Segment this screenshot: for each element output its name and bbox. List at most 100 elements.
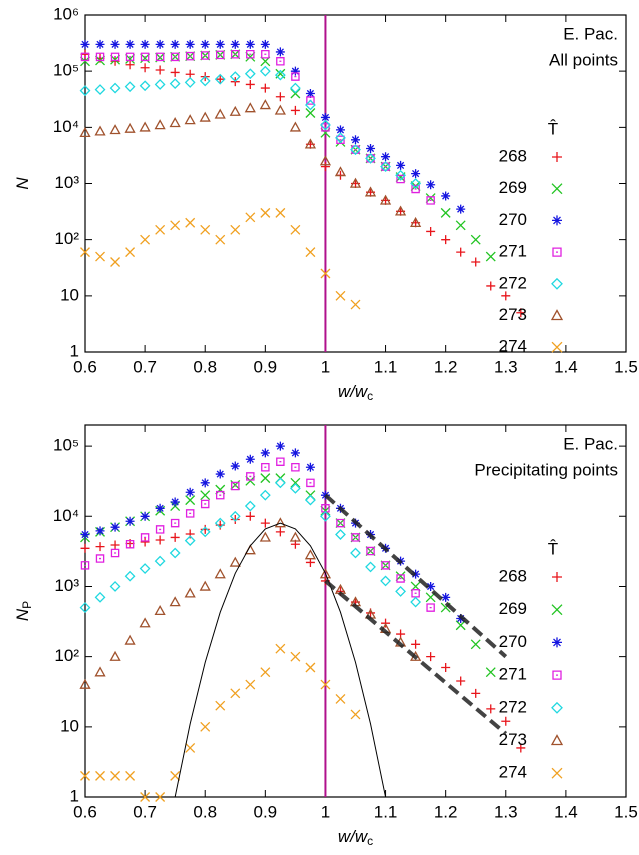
y-tick-label: 10⁴ xyxy=(53,117,79,136)
y-axis-label-main: N xyxy=(13,608,32,621)
data-point xyxy=(410,216,422,228)
x-tick-label: 0.9 xyxy=(254,357,278,376)
data-point xyxy=(200,224,211,235)
data-point xyxy=(441,235,451,245)
data-point xyxy=(274,477,286,489)
data-point xyxy=(125,516,135,526)
data-point xyxy=(274,517,286,528)
data-point xyxy=(441,663,451,673)
data-point xyxy=(200,51,210,60)
data-point xyxy=(139,563,151,574)
data-point xyxy=(260,83,270,93)
data-point xyxy=(229,556,241,567)
data-point xyxy=(80,52,90,62)
data-point xyxy=(335,290,346,301)
data-point xyxy=(289,82,301,94)
legend-label: 273 xyxy=(499,305,527,324)
data-point xyxy=(124,122,136,133)
data-point xyxy=(244,68,256,80)
data-point xyxy=(231,481,240,491)
data-point xyxy=(229,105,241,116)
data-point xyxy=(80,39,90,49)
data-point xyxy=(410,178,422,189)
data-point xyxy=(214,108,226,119)
x-tick-label: 1.2 xyxy=(434,802,458,821)
data-point xyxy=(125,60,135,70)
data-point xyxy=(486,704,496,714)
data-point xyxy=(516,743,526,753)
data-point xyxy=(365,152,376,164)
data-point xyxy=(260,667,271,678)
data-point xyxy=(215,234,226,245)
data-point xyxy=(94,591,106,603)
legend-label: 272 xyxy=(499,697,527,716)
fit-line xyxy=(324,579,508,736)
data-point xyxy=(230,688,241,699)
data-point xyxy=(289,121,301,132)
data-point xyxy=(320,268,331,279)
data-point xyxy=(349,177,362,188)
data-point xyxy=(230,224,241,235)
data-point xyxy=(154,555,166,567)
data-point xyxy=(184,114,196,125)
legend-label: 274 xyxy=(499,337,527,356)
data-point xyxy=(275,47,285,57)
data-point xyxy=(80,530,90,540)
data-point xyxy=(334,166,347,177)
data-point xyxy=(125,52,135,62)
data-point xyxy=(184,77,196,88)
data-point xyxy=(455,220,466,231)
legend-label: 270 xyxy=(499,210,527,229)
data-point xyxy=(154,119,166,130)
data-point xyxy=(140,234,151,245)
data-point xyxy=(426,196,435,205)
data-point xyxy=(169,547,181,559)
data-point xyxy=(155,535,165,545)
data-point xyxy=(110,56,120,66)
data-point xyxy=(95,52,105,62)
data-point xyxy=(456,676,466,686)
data-point xyxy=(275,643,286,654)
legend-marker xyxy=(551,341,563,353)
data-point xyxy=(260,518,270,528)
data-point xyxy=(216,50,225,60)
data-point xyxy=(516,308,526,318)
data-point xyxy=(200,524,210,534)
legend-label: 273 xyxy=(499,730,527,749)
data-point xyxy=(305,108,316,118)
data-point xyxy=(80,247,90,258)
y-axis-label: NP xyxy=(13,601,34,621)
data-point xyxy=(215,39,225,49)
data-point xyxy=(335,125,345,135)
data-point xyxy=(290,477,301,488)
legend-title: T̂ xyxy=(548,119,558,139)
data-point xyxy=(169,117,181,128)
data-point xyxy=(200,490,211,501)
annotation: All points xyxy=(549,50,618,69)
data-point xyxy=(215,74,225,84)
data-point xyxy=(80,770,90,781)
data-point xyxy=(124,570,136,582)
data-point xyxy=(109,650,121,661)
data-point xyxy=(169,596,181,607)
data-point xyxy=(155,224,166,235)
data-point xyxy=(95,542,105,552)
x-tick-label: 1.3 xyxy=(494,802,518,821)
data-point xyxy=(365,561,376,573)
data-point xyxy=(95,39,105,49)
data-point xyxy=(395,586,407,597)
data-point xyxy=(244,102,256,113)
x-tick-label: 0.8 xyxy=(193,357,217,376)
data-point xyxy=(170,220,181,231)
legend-label: 268 xyxy=(499,566,527,585)
data-point xyxy=(95,251,105,262)
data-point xyxy=(335,529,346,540)
data-point xyxy=(110,39,120,49)
data-point xyxy=(290,66,300,76)
data-point xyxy=(95,554,105,563)
data-point xyxy=(426,603,435,612)
data-point xyxy=(261,50,270,59)
data-point xyxy=(259,489,271,501)
y-tick-label: 10 xyxy=(60,285,79,304)
x-tick-label: 0.7 xyxy=(133,802,157,821)
